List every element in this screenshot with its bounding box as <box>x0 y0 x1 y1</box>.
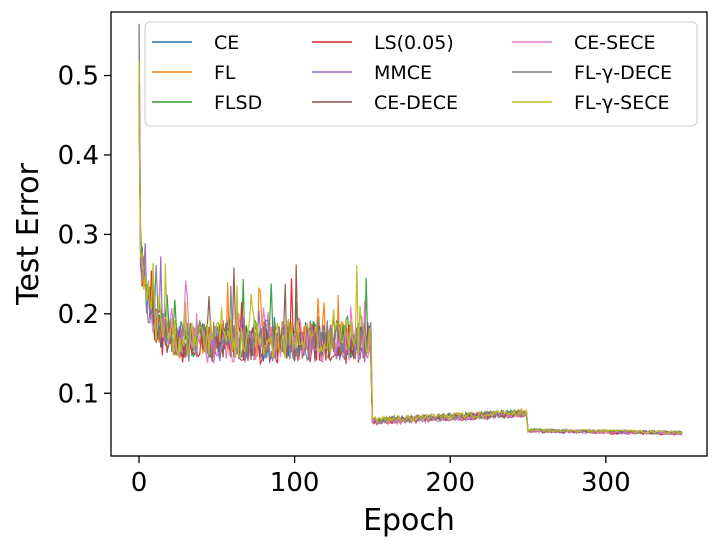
y-tick-label: 0.2 <box>58 300 99 330</box>
x-tick-label: 100 <box>270 468 320 498</box>
legend-label: FL <box>214 62 236 84</box>
y-axis-label: Test Error <box>11 162 46 305</box>
legend-label: CE-SECE <box>574 32 655 54</box>
x-tick-label: 0 <box>131 468 148 498</box>
x-tick-label: 200 <box>425 468 475 498</box>
legend-label: FL-γ-DECE <box>574 62 672 84</box>
y-tick-label: 0.4 <box>58 141 99 171</box>
legend-label: CE <box>214 32 239 54</box>
legend-label: CE-DECE <box>374 92 458 114</box>
y-tick-label: 0.3 <box>58 220 99 250</box>
legend-box <box>144 21 698 127</box>
legend-label: LS(0.05) <box>374 32 454 54</box>
legend: CE FL FLSD LS(0.05) MMCE CE-DECE CE-SECE FL-γ-D… <box>144 21 698 127</box>
legend-label: MMCE <box>374 62 432 84</box>
series-layer <box>138 23 683 436</box>
x-tick-label: 300 <box>581 468 631 498</box>
y-tick-label: 0.1 <box>58 379 99 409</box>
legend-label: FLSD <box>214 92 262 114</box>
legend-label: FL-γ-SECE <box>574 92 669 114</box>
series-line-fl-sece <box>138 59 683 435</box>
x-axis-label: Epoch <box>363 503 455 538</box>
ticks-layer: 0 100 200 300 0.1 0.2 0.3 0.4 0.5 <box>58 62 631 498</box>
y-tick-label: 0.5 <box>58 62 99 92</box>
